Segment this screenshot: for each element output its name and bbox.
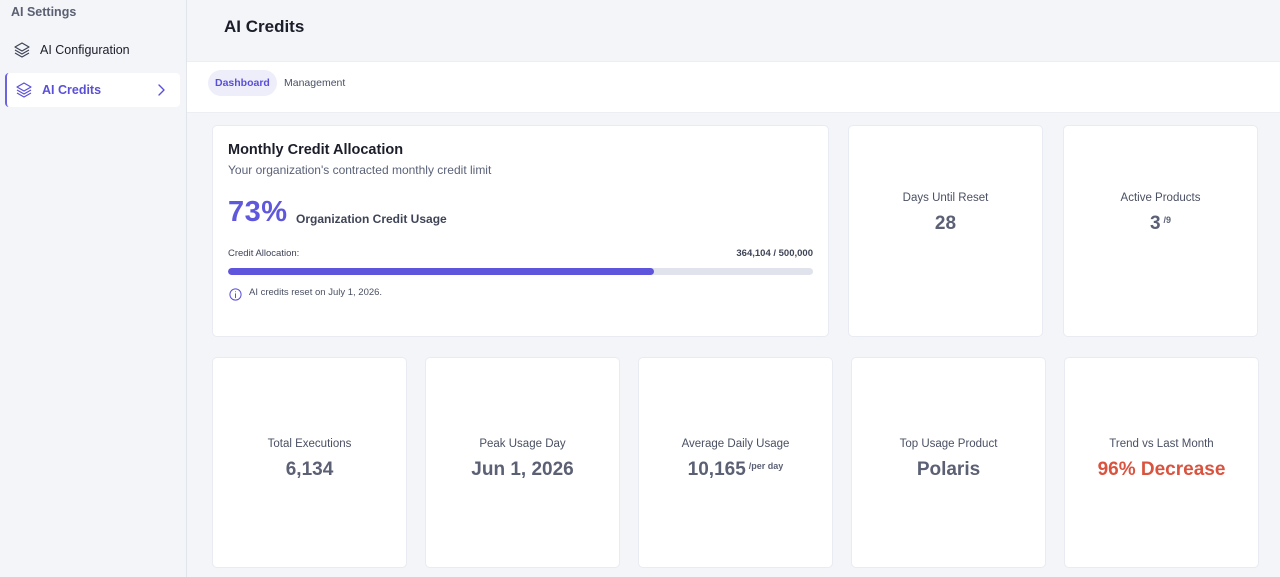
total-executions-card: Total Executions 6,134	[213, 358, 406, 567]
stat-value: 3/9	[1150, 213, 1171, 235]
sidebar: AI Settings AI Configuration AI Credits	[0, 0, 187, 577]
trend-card: Trend vs Last Month 96% Decrease	[1065, 358, 1258, 567]
sidebar-item-ai-configuration[interactable]: AI Configuration	[5, 33, 180, 67]
page-title: AI Credits	[224, 17, 305, 36]
stat-number: Jun 1, 2026	[471, 459, 574, 480]
stat-label: Top Usage Product	[899, 438, 998, 450]
tab-management[interactable]: Management	[284, 77, 346, 89]
credit-progress-bar	[228, 268, 813, 275]
active-products-card: Active Products 3/9	[1064, 126, 1257, 336]
stat-number: 6,134	[285, 459, 334, 480]
info-icon	[229, 288, 242, 301]
stat-value: 96% Decrease	[1098, 459, 1226, 481]
layers-icon	[13, 41, 31, 59]
stat-number: 28	[934, 212, 957, 234]
stat-number: 96% Decrease	[1097, 459, 1226, 480]
top-usage-product-card: Top Usage Product Polaris	[852, 358, 1045, 567]
usage-percent: 73%	[228, 196, 288, 228]
sidebar-title: AI Settings	[11, 5, 77, 19]
allocation-value: 364,104 / 500,000	[736, 248, 813, 259]
stat-label: Trend vs Last Month	[1109, 438, 1214, 450]
usage-percent-label: Organization Credit Usage	[296, 212, 447, 226]
stat-label: Total Executions	[267, 438, 352, 450]
stat-label: Active Products	[1120, 191, 1201, 204]
card-title: Monthly Credit Allocation	[228, 142, 404, 158]
stat-number: Polaris	[916, 459, 981, 480]
stat-value: 6,134	[286, 459, 334, 481]
average-daily-usage-card: Average Daily Usage 10,165/per day	[639, 358, 832, 567]
card-subtitle: Your organization's contracted monthly c…	[228, 163, 492, 177]
credit-progress-fill	[228, 268, 654, 275]
stat-label: Days Until Reset	[902, 191, 989, 204]
stat-value: Polaris	[917, 459, 980, 481]
stat-value: 28	[935, 213, 956, 235]
sidebar-item-label: AI Configuration	[40, 43, 130, 57]
credit-allocation-card: Monthly Credit Allocation Your organizat…	[213, 126, 828, 336]
tabs-bar: Dashboard Management	[187, 61, 1280, 113]
days-until-reset-card: Days Until Reset 28	[849, 126, 1042, 336]
stat-number: 3	[1149, 212, 1161, 234]
stat-value: 10,165/per day	[688, 459, 784, 481]
sidebar-item-label: AI Credits	[42, 83, 102, 97]
stat-suffix: /9	[1163, 214, 1172, 225]
tab-dashboard[interactable]: Dashboard	[208, 70, 277, 96]
stat-value: Jun 1, 2026	[471, 459, 573, 481]
peak-usage-day-card: Peak Usage Day Jun 1, 2026	[426, 358, 619, 567]
stat-label: Peak Usage Day	[479, 438, 566, 450]
stat-suffix: /per day	[748, 461, 784, 471]
chevron-right-icon	[156, 82, 166, 98]
reset-note: AI credits reset on July 1, 2026.	[249, 287, 383, 298]
layers-icon	[15, 81, 33, 99]
stat-number: 10,165	[687, 459, 746, 480]
allocation-label: Credit Allocation:	[228, 248, 300, 259]
sidebar-item-ai-credits[interactable]: AI Credits	[5, 73, 180, 107]
stat-label: Average Daily Usage	[681, 438, 790, 450]
